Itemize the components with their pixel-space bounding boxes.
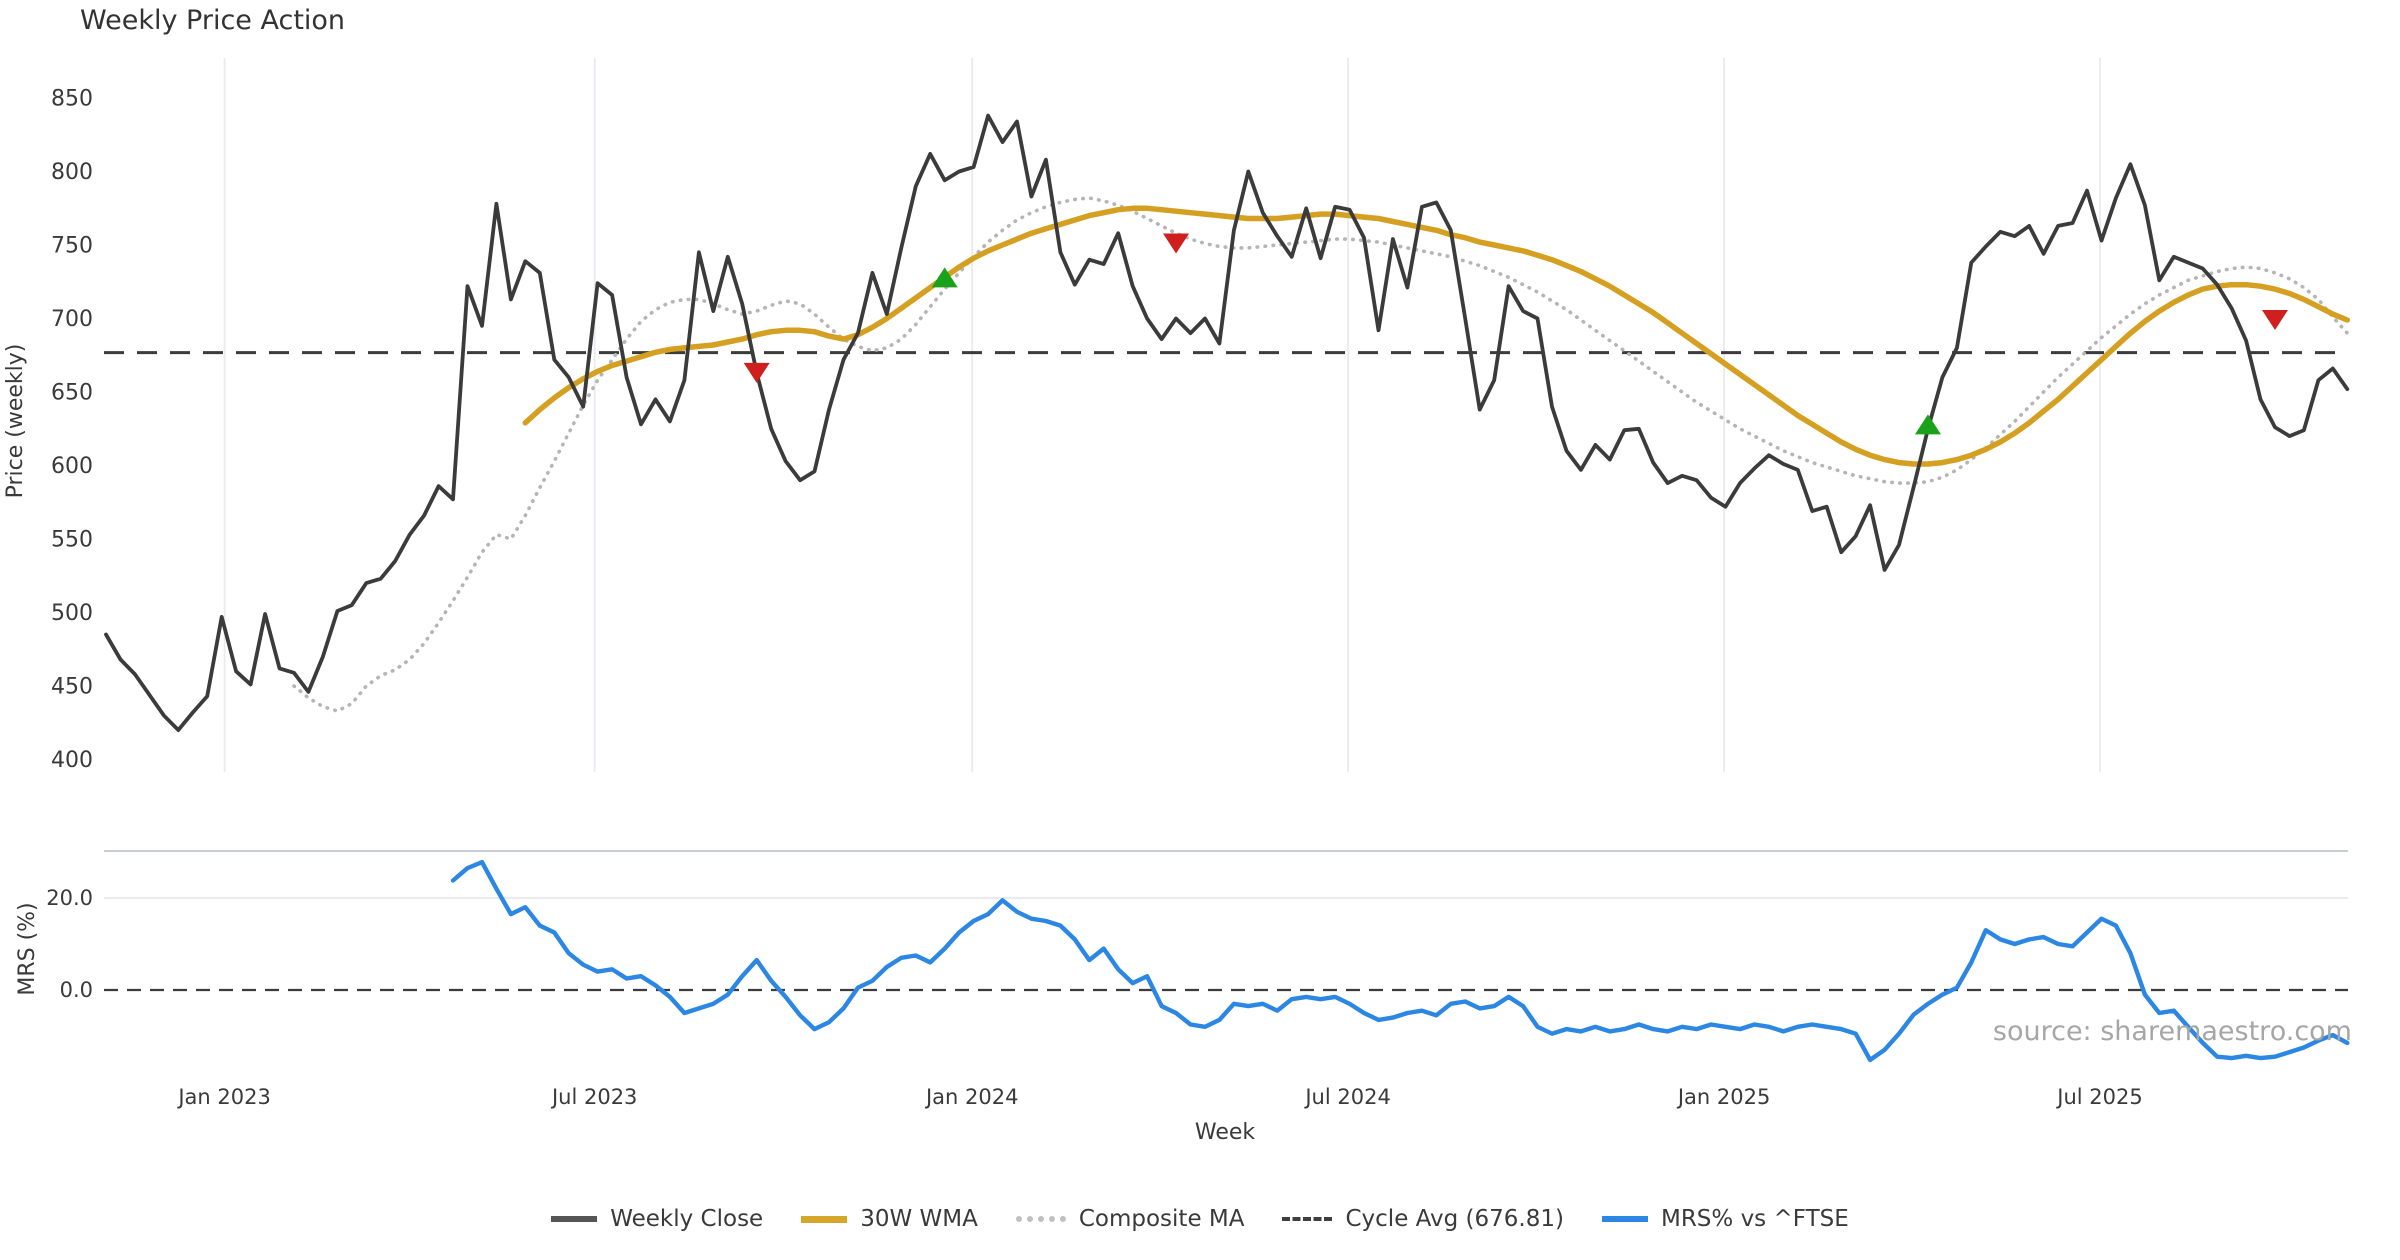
mrs-tick-0.0: 0.0 xyxy=(60,978,93,1002)
legend-swatch-dotted-gray xyxy=(1015,1216,1066,1222)
legend-item-30w-wma: 30W WMA xyxy=(801,1206,978,1232)
legend-label: MRS% vs ^FTSE xyxy=(1660,1206,1849,1232)
legend-label: 30W WMA xyxy=(860,1206,978,1232)
mrs-axis-label: MRS (%) xyxy=(15,902,40,996)
legend-swatch-solid-blue xyxy=(1601,1216,1648,1222)
sell-marker-3 xyxy=(1163,233,1190,254)
buy-marker-4 xyxy=(1914,414,1941,435)
legend-item-composite-ma: Composite MA xyxy=(1015,1206,1245,1232)
x-tick-Jan-2025: Jan 2025 xyxy=(1676,1085,1771,1109)
legend-item-mrs-vs-ftse: MRS% vs ^FTSE xyxy=(1601,1206,1849,1232)
legend-item-weekly-close: Weekly Close xyxy=(551,1206,763,1232)
legend-item-cycle-avg-676-81-: Cycle Avg (676.81) xyxy=(1282,1206,1564,1232)
chart-legend: Weekly Close 30W WMA Composite MA Cycle Avg… xyxy=(0,1206,2400,1232)
x-tick-Jul-2024: Jul 2024 xyxy=(1303,1085,1390,1109)
price-tick-400: 400 xyxy=(51,748,93,773)
wma-line xyxy=(522,205,2351,467)
sell-marker-1 xyxy=(743,362,770,383)
price-tick-650: 650 xyxy=(51,381,93,406)
price-tick-600: 600 xyxy=(51,454,93,479)
x-tick-Jul-2023: Jul 2023 xyxy=(550,1085,637,1109)
composite-ma-line xyxy=(292,196,2350,713)
price-axis-label: Price (weekly) xyxy=(3,343,28,499)
chart-title: Weekly Price Action xyxy=(80,5,346,36)
weekly-close-line xyxy=(104,113,2350,732)
price-tick-700: 700 xyxy=(51,307,93,332)
mrs-line xyxy=(450,859,2350,1063)
x-tick-Jul-2025: Jul 2025 xyxy=(2055,1085,2142,1109)
legend-label: Cycle Avg (676.81) xyxy=(1345,1206,1564,1232)
legend-label: Weekly Close xyxy=(610,1206,764,1232)
legend-label: Composite MA xyxy=(1078,1206,1245,1232)
price-tick-750: 750 xyxy=(51,234,93,259)
price-tick-500: 500 xyxy=(51,601,93,626)
x-tick-Jan-2023: Jan 2023 xyxy=(176,1085,271,1109)
price-tick-850: 850 xyxy=(51,87,93,112)
sell-marker-5 xyxy=(2262,309,2288,330)
price-tick-800: 800 xyxy=(51,160,93,185)
legend-swatch-dashed-dark xyxy=(1282,1217,1333,1221)
legend-swatch-solid-gold xyxy=(801,1215,848,1223)
x-axis-label: Week xyxy=(1194,1120,1256,1145)
buy-marker-2 xyxy=(931,267,958,288)
price-tick-450: 450 xyxy=(51,675,93,700)
legend-swatch-solid-dark xyxy=(551,1216,598,1222)
source-watermark: source: sharemaestro.com xyxy=(1992,1016,2352,1047)
price-tick-550: 550 xyxy=(51,528,93,553)
mrs-tick-20.0: 20.0 xyxy=(46,886,93,910)
x-tick-Jan-2024: Jan 2024 xyxy=(924,1085,1019,1109)
